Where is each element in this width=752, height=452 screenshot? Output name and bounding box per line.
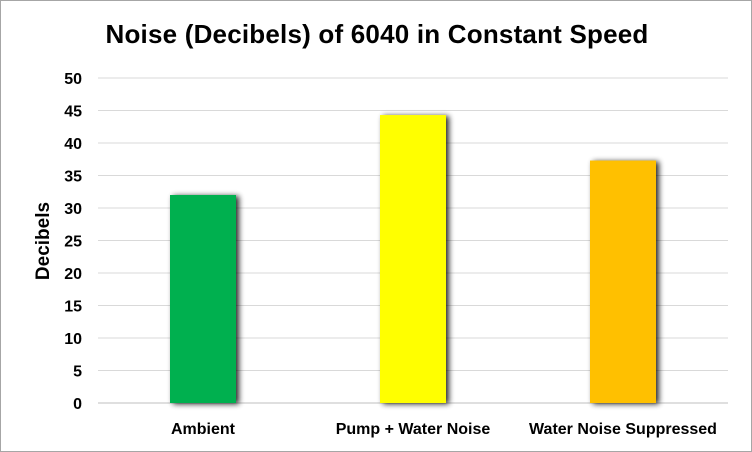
y-tick-label: 10 — [64, 331, 82, 348]
y-tick-label: 0 — [73, 396, 82, 413]
chart-title: Noise (Decibels) of 6040 in Constant Spe… — [105, 19, 649, 49]
bar-ambient — [170, 195, 236, 403]
y-tick-label: 35 — [64, 169, 82, 186]
y-tick-label: 40 — [64, 136, 82, 153]
bars — [170, 115, 656, 404]
y-tick-label: 5 — [73, 364, 82, 381]
category-label: Pump + Water Noise — [336, 421, 491, 438]
y-tick-label: 25 — [64, 234, 82, 251]
category-label: Water Noise Suppressed — [529, 421, 717, 438]
bar-pump-water-noise — [380, 115, 446, 404]
category-label: Ambient — [171, 421, 236, 438]
bar-water-noise-suppressed — [590, 160, 656, 403]
y-tick-labels: 0 5 10 15 20 25 30 35 40 45 50 — [64, 71, 82, 413]
y-tick-label: 30 — [64, 201, 82, 218]
y-tick-label: 45 — [64, 104, 82, 121]
category-labels: Ambient Pump + Water Noise Water Noise Sup… — [171, 421, 717, 438]
y-tick-label: 20 — [64, 266, 82, 283]
y-tick-label: 15 — [64, 299, 82, 316]
y-tick-label: 50 — [64, 71, 82, 88]
